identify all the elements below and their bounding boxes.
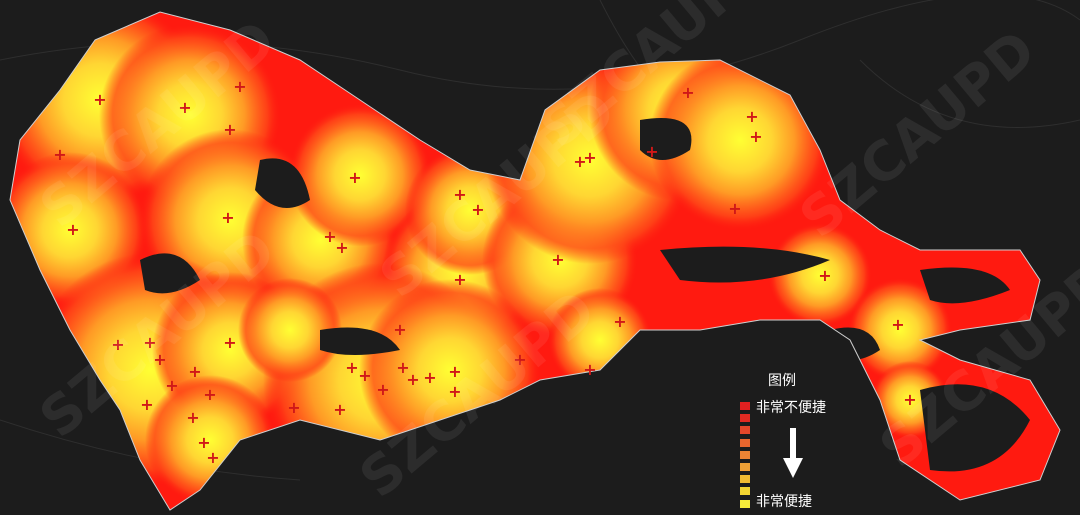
cross-marker-icon: +: [66, 220, 79, 239]
legend-swatch: [740, 402, 750, 410]
legend-swatch: [740, 438, 750, 447]
cross-marker-icon: +: [396, 358, 409, 377]
hotspot-layer: [10, 12, 952, 505]
cross-marker-icon: +: [423, 368, 436, 387]
cross-marker-icon: +: [323, 227, 336, 246]
cross-marker-icon: +: [140, 395, 153, 414]
hotspot: [288, 103, 432, 247]
legend-bottom-label: 非常便捷: [756, 494, 812, 510]
cross-marker-icon: +: [573, 152, 586, 171]
cross-marker-icon: +: [223, 120, 236, 139]
cross-marker-icon: +: [111, 335, 124, 354]
cross-marker-icon: +: [891, 315, 904, 334]
cross-marker-icon: +: [393, 320, 406, 339]
hotspot: [848, 278, 952, 382]
hotspot: [768, 223, 872, 327]
cross-marker-icon: +: [333, 400, 346, 419]
cross-marker-icon: +: [818, 266, 831, 285]
cross-marker-icon: +: [728, 199, 741, 218]
cross-marker-icon: +: [53, 145, 66, 164]
cross-marker-icon: +: [745, 107, 758, 126]
cross-marker-icon: +: [153, 350, 166, 369]
cross-marker-icon: +: [188, 362, 201, 381]
cross-marker-icon: +: [448, 362, 461, 381]
cross-marker-icon: +: [583, 148, 596, 167]
cross-marker-icon: +: [203, 385, 216, 404]
hotspot: [238, 278, 342, 382]
legend-swatch: [740, 475, 750, 484]
cross-marker-icon: +: [513, 350, 526, 369]
legend-swatch: [740, 450, 750, 459]
cross-marker-icon: +: [471, 200, 484, 219]
cross-marker-icon: +: [551, 250, 564, 269]
legend-title: 图例: [768, 373, 796, 389]
cross-marker-icon: +: [143, 333, 156, 352]
cross-marker-icon: +: [376, 380, 389, 399]
cross-marker-icon: +: [348, 168, 361, 187]
cross-marker-icon: +: [453, 185, 466, 204]
legend-swatch: [740, 426, 750, 435]
hotspot: [649, 49, 831, 231]
cross-marker-icon: +: [448, 382, 461, 401]
legend: 图例 非常不便捷 非常便捷: [736, 368, 856, 513]
cross-marker-icon: +: [903, 390, 916, 409]
cross-marker-icon: +: [223, 333, 236, 352]
facility-markers: + +++++++++++++++ +++++++++ ++++++++++++ +++…: [53, 77, 916, 467]
legend-top-label: 非常不便捷: [756, 400, 826, 416]
cross-marker-icon: +: [178, 98, 191, 117]
cross-marker-icon: +: [287, 398, 300, 417]
legend-swatch: [740, 487, 750, 496]
cross-marker-icon: +: [681, 83, 694, 102]
cross-marker-icon: +: [197, 433, 210, 452]
cross-marker-icon: +: [233, 77, 246, 96]
cross-marker-icon: +: [583, 360, 596, 379]
cross-marker-icon: +: [206, 448, 219, 467]
cross-marker-icon: +: [613, 312, 626, 331]
cross-marker-icon: +: [345, 358, 358, 377]
legend-swatch: [740, 414, 750, 423]
cross-marker-icon: +: [453, 270, 466, 289]
cross-marker-icon: +: [221, 208, 234, 227]
boundary-outline: [9, 11, 1061, 511]
cross-marker-icon: +: [645, 142, 658, 161]
cross-marker-icon: +: [93, 90, 106, 109]
down-arrow-icon: [783, 428, 803, 478]
watermark: SZCAUPD: [788, 18, 1048, 250]
cross-marker-icon: +: [335, 238, 348, 257]
cross-marker-icon: +: [406, 370, 419, 389]
legend-swatch: [740, 499, 750, 508]
cross-marker-icon: +: [749, 127, 762, 146]
cross-marker-icon: +: [186, 408, 199, 427]
cross-marker-icon: +: [165, 376, 178, 395]
legend-swatch: [740, 463, 750, 471]
unserved-areas: [140, 118, 1030, 472]
cross-marker-icon: +: [358, 366, 371, 385]
